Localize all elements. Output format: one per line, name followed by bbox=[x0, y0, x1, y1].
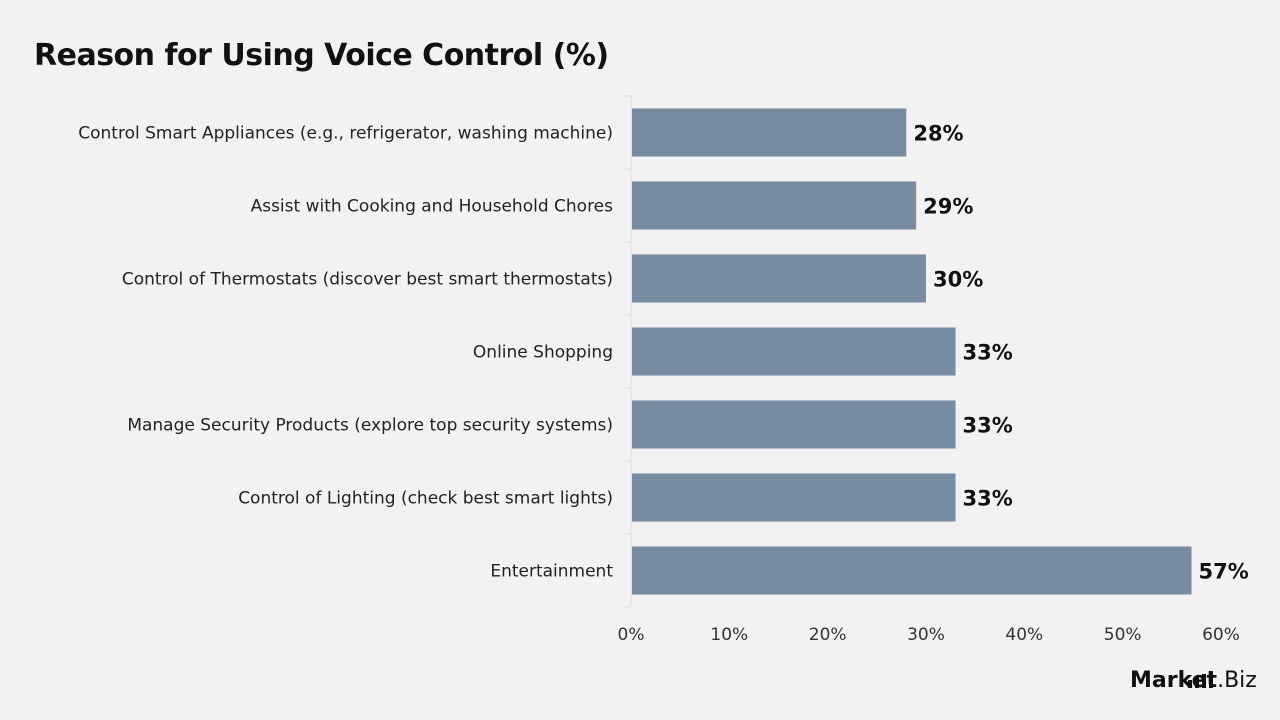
x-tick-label: 60% bbox=[1202, 625, 1240, 645]
category-label: Entertainment bbox=[490, 562, 613, 582]
logo-bar-icon bbox=[1195, 677, 1199, 688]
data-label: 30% bbox=[933, 268, 983, 292]
bar bbox=[632, 327, 956, 376]
bar bbox=[632, 473, 956, 522]
category-label: Control of Thermostats (discover best sm… bbox=[122, 270, 613, 290]
bar bbox=[632, 254, 926, 303]
category-label: Control Smart Appliances (e.g., refriger… bbox=[78, 124, 613, 144]
x-tick-label: 30% bbox=[907, 625, 945, 645]
data-label: 33% bbox=[963, 487, 1013, 511]
category-label: Online Shopping bbox=[473, 343, 613, 363]
data-label: 57% bbox=[1199, 560, 1249, 584]
logo-bar-icon bbox=[1209, 671, 1213, 688]
x-tick-label: 50% bbox=[1104, 625, 1142, 645]
category-label: Assist with Cooking and Household Chores bbox=[251, 197, 614, 217]
bar bbox=[632, 546, 1192, 595]
category-label: Manage Security Products (explore top se… bbox=[127, 416, 613, 436]
logo-bold: Market bbox=[1130, 668, 1218, 693]
data-label: 33% bbox=[963, 341, 1013, 365]
bar bbox=[632, 108, 907, 157]
marketbiz-logo: Market.Biz bbox=[1130, 668, 1257, 693]
data-label: 29% bbox=[923, 195, 973, 219]
logo-bar-icon bbox=[1202, 674, 1206, 688]
chart-title: Reason for Using Voice Control (%) bbox=[34, 38, 609, 73]
x-tick-label: 40% bbox=[1005, 625, 1043, 645]
x-tick-label: 20% bbox=[809, 625, 847, 645]
logo-bar-icon bbox=[1188, 680, 1192, 688]
bar bbox=[632, 400, 956, 449]
x-tick-label: 10% bbox=[710, 625, 748, 645]
x-tick-label: 0% bbox=[618, 625, 645, 645]
data-label: 33% bbox=[963, 414, 1013, 438]
logo-light: .Biz bbox=[1217, 668, 1257, 693]
category-label: Control of Lighting (check best smart li… bbox=[238, 489, 613, 509]
data-label: 28% bbox=[913, 122, 963, 146]
bar bbox=[632, 181, 917, 230]
